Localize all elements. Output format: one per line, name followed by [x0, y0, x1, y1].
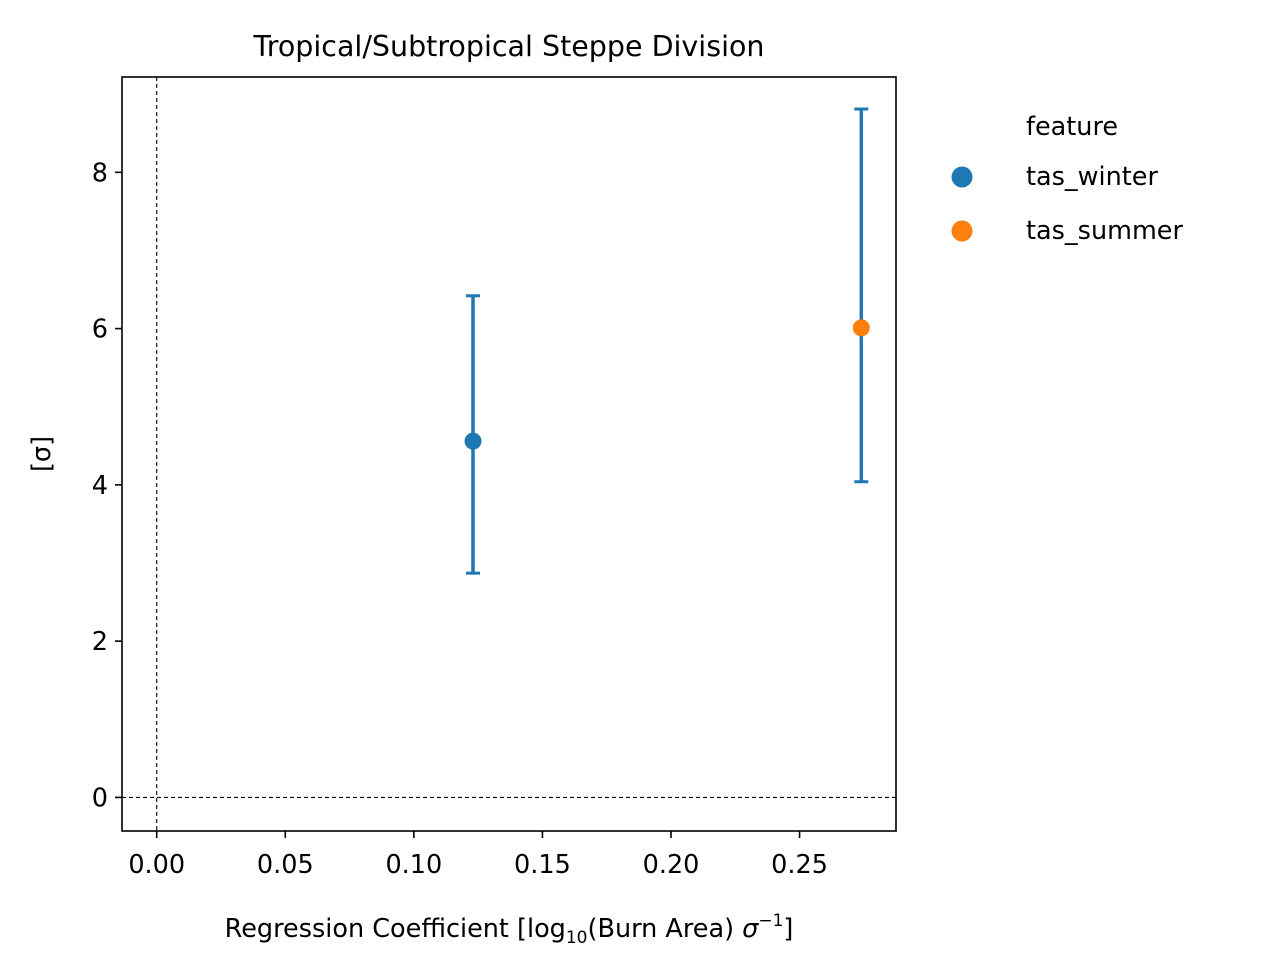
x-axis-label-subscript: 10	[566, 928, 588, 948]
x-axis-label: Regression Coefficient [log10(Burn Area)…	[225, 911, 794, 948]
legend-label-tas_winter: tas_winter	[1026, 162, 1158, 192]
legend: feature tas_winter tas_summer	[951, 112, 1183, 246]
reference-lines	[122, 77, 896, 831]
x-tick-label: 0.05	[257, 850, 314, 880]
x-axis-label-sigma: σ	[742, 914, 759, 944]
data-points	[464, 319, 870, 450]
x-axis-label-end: ]	[783, 914, 793, 944]
y-tick-label: 6	[92, 315, 108, 345]
data-point-tas_summer	[852, 319, 870, 337]
legend-marker-tas_summer	[951, 220, 973, 242]
y-axis-ticks: 0 2 4 6 8	[92, 158, 122, 813]
x-axis-label-main: Regression Coefficient [log	[225, 914, 566, 944]
x-axis-label-superscript: −1	[758, 911, 783, 931]
y-axis-label: [σ]	[27, 436, 57, 472]
x-tick-label: 0.10	[385, 850, 442, 880]
y-tick-label: 2	[92, 627, 108, 657]
x-tick-label: 0.20	[643, 850, 700, 880]
x-tick-label: 0.15	[514, 850, 571, 880]
legend-marker-tas_winter	[951, 166, 973, 188]
x-axis-label-middle: (Burn Area)	[588, 914, 743, 944]
y-tick-label: 4	[92, 471, 108, 501]
y-tick-label: 0	[92, 783, 108, 813]
y-tick-label: 8	[92, 158, 108, 188]
x-axis-ticks: 0.00 0.05 0.10 0.15 0.20 0.25	[128, 831, 828, 880]
legend-items: tas_winter tas_summer	[951, 162, 1183, 246]
legend-title: feature	[1026, 112, 1118, 142]
chart-title: Tropical/Subtropical Steppe Division	[253, 30, 765, 63]
data-point-tas_winter	[464, 432, 482, 450]
x-tick-label: 0.00	[128, 850, 185, 880]
x-tick-label: 0.25	[771, 850, 828, 880]
legend-label-tas_summer: tas_summer	[1026, 216, 1183, 246]
plot-frame	[121, 76, 897, 832]
